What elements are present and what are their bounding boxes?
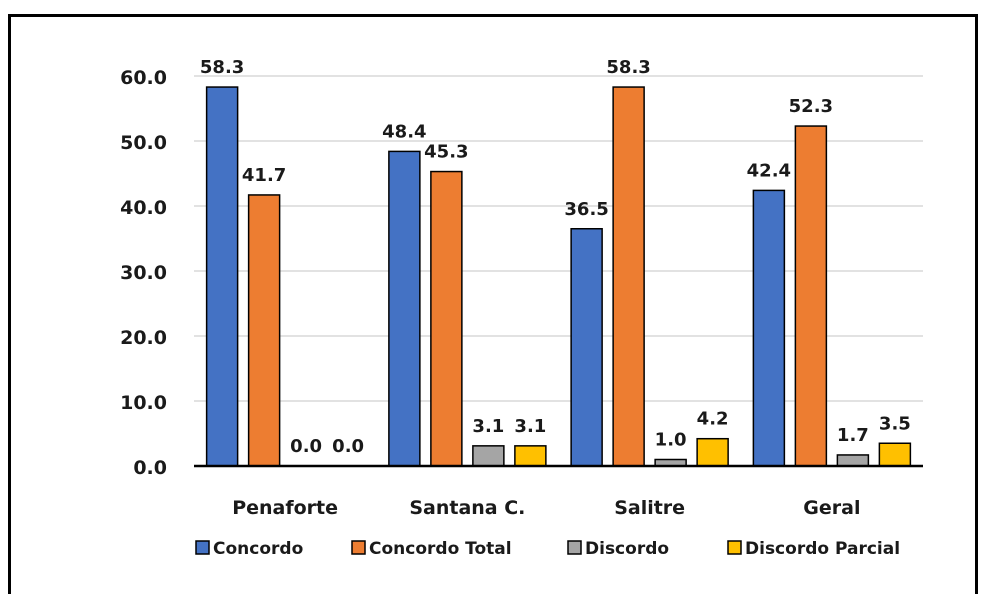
data-label: 58.3 — [200, 57, 244, 78]
y-tick-label: 60.0 — [120, 67, 167, 89]
legend-swatch — [727, 540, 742, 555]
x-tick-label: Penaforte — [232, 497, 338, 519]
bar — [752, 189, 786, 467]
chart-frame: 0.0 10.0 20.0 30.0 40.0 50.0 60.0 58.3 41.7 0.0 0.… — [8, 14, 978, 594]
legend-label: Concordo — [213, 539, 303, 559]
data-label: 42.4 — [747, 160, 791, 181]
data-label: 0.0 — [290, 436, 322, 457]
data-label: 58.3 — [606, 57, 650, 78]
data-label: 36.5 — [564, 199, 608, 220]
legend-label: Discordo Parcial — [745, 539, 900, 559]
data-label: 4.2 — [697, 409, 729, 430]
data-label: 1.7 — [837, 425, 869, 446]
data-label: 41.7 — [242, 165, 286, 186]
data-label: 1.0 — [655, 430, 687, 451]
bar — [696, 437, 729, 467]
y-tick-label: 40.0 — [120, 197, 167, 219]
bar — [836, 454, 870, 467]
bar — [570, 228, 603, 467]
legend-swatch — [195, 540, 210, 555]
legend-label: Discordo — [585, 539, 669, 559]
y-tick-label: 0.0 — [133, 457, 167, 479]
x-tick-label: Salitre — [614, 497, 685, 519]
y-tick-label: 30.0 — [120, 262, 167, 284]
bar — [388, 150, 421, 467]
bar — [247, 194, 281, 467]
bar — [612, 86, 645, 467]
bar — [205, 86, 239, 467]
data-label: 48.4 — [382, 121, 426, 142]
data-label: 0.0 — [332, 436, 364, 457]
y-tick-label: 10.0 — [120, 392, 167, 414]
bar — [430, 170, 463, 467]
y-tick-label: 50.0 — [120, 132, 167, 154]
data-label: 3.1 — [472, 416, 504, 437]
bar — [794, 125, 828, 467]
data-label: 3.1 — [514, 416, 546, 437]
y-tick-label: 20.0 — [120, 327, 167, 349]
data-label: 45.3 — [424, 142, 468, 163]
legend-swatch — [351, 540, 366, 555]
legend-swatch — [567, 540, 582, 555]
bar-chart: 0.0 10.0 20.0 30.0 40.0 50.0 60.0 58.3 41.7 0.0 0.… — [120, 57, 923, 559]
data-label: 52.3 — [789, 96, 833, 117]
bar — [514, 445, 547, 467]
bar — [878, 442, 912, 467]
legend-label: Concordo Total — [369, 539, 512, 559]
x-tick-label: Santana C. — [409, 497, 525, 519]
bar — [472, 445, 505, 467]
data-label: 3.5 — [879, 413, 911, 434]
x-tick-label: Geral — [803, 497, 860, 519]
